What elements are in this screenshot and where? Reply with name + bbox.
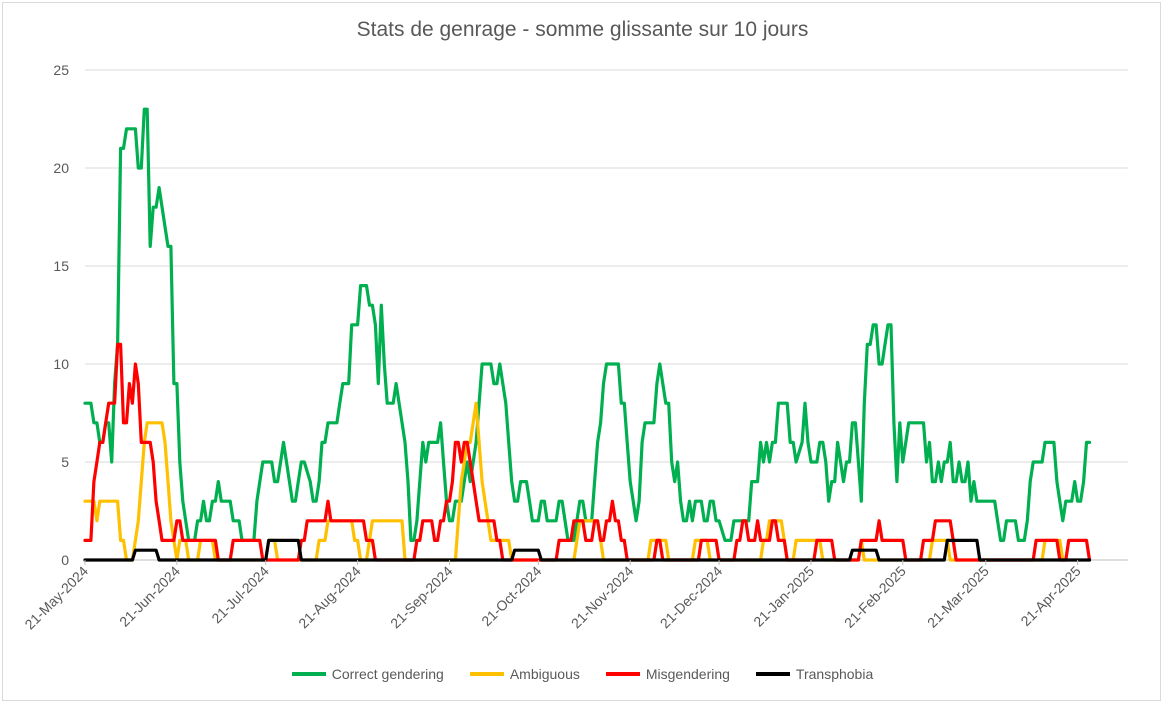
x-tick-label: 21-Jan-2025 — [750, 563, 817, 630]
legend-swatch — [291, 672, 326, 676]
legend: Correct gendering Ambiguous Misgendering Tr… — [0, 666, 1165, 682]
x-tick-label: 21-Nov-2024 — [568, 563, 637, 632]
y-tick-label: 5 — [61, 454, 69, 470]
legend-label: Correct gendering — [331, 666, 444, 682]
legend-swatch — [755, 672, 790, 676]
series-line-2 — [83, 342, 1092, 562]
series-line-3 — [83, 538, 1092, 562]
x-tick-label: 21-Aug-2024 — [295, 563, 364, 632]
y-tick-label: 15 — [53, 258, 69, 274]
y-tick-label: 10 — [53, 356, 69, 372]
x-tick-label: 21-Sep-2024 — [387, 563, 456, 632]
y-axis-ticks: 0 5 10 15 20 25 — [53, 62, 69, 568]
legend-label: Ambiguous — [509, 666, 580, 682]
y-tick-label: 25 — [53, 62, 69, 78]
x-tick-label: 21-May-2024 — [21, 563, 91, 633]
gridlines — [85, 69, 1128, 561]
x-axis-ticks: 21-May-2024 21-Jun-2024 21-Jul-2024 21-Aug-… — [21, 560, 1084, 633]
legend-item: Transphobia — [755, 666, 874, 682]
x-tick-label: 21-Jun-2024 — [116, 563, 183, 630]
x-tick-label: 21-Mar-2025 — [924, 563, 992, 631]
x-tick-label: 21-Dec-2024 — [657, 563, 726, 632]
series-lines — [83, 107, 1092, 562]
x-tick-label: 21-Apr-2025 — [1017, 563, 1083, 629]
legend-item: Misgendering — [605, 666, 730, 682]
legend-label: Misgendering — [645, 666, 730, 682]
legend-swatch — [469, 672, 504, 676]
series-line-0 — [83, 107, 1092, 543]
y-tick-label: 20 — [53, 160, 69, 176]
legend-label: Transphobia — [795, 666, 874, 682]
chart-title: Stats de genrage - somme glissante sur 1… — [356, 18, 809, 41]
x-tick-label: 21-Feb-2025 — [841, 563, 909, 631]
legend-item: Correct gendering — [291, 666, 444, 682]
x-tick-label: 21-Oct-2024 — [478, 563, 544, 629]
x-tick-label: 21-Jul-2024 — [208, 563, 272, 627]
y-tick-label: 0 — [61, 552, 69, 568]
legend-item: Ambiguous — [469, 666, 580, 682]
legend-swatch — [605, 672, 640, 676]
